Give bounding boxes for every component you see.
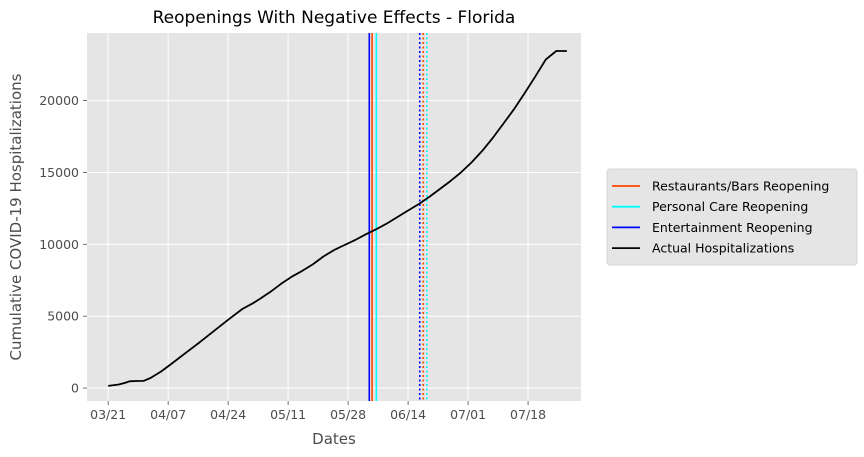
x-tick-label: 04/07: [150, 407, 186, 422]
y-axis-label: Cumulative COVID-19 Hospitalizations: [7, 73, 25, 360]
y-tick-label: 15000: [39, 165, 79, 180]
x-tick-label: 05/28: [330, 407, 366, 422]
y-tick-label: 10000: [39, 237, 79, 252]
x-tick-label: 06/14: [390, 407, 426, 422]
x-tick-label: 03/21: [90, 407, 126, 422]
y-tick-label: 0: [71, 381, 79, 396]
legend-label: Restaurants/Bars Reopening: [652, 179, 829, 194]
series-lines: [108, 50, 567, 387]
grid: [87, 33, 581, 401]
y-tick-label: 5000: [47, 309, 79, 324]
legend-box: [606, 168, 858, 266]
series-line: [108, 50, 567, 387]
legend-label: Entertainment Reopening: [652, 220, 813, 235]
legend-label: Actual Hospitalizations: [652, 241, 794, 256]
x-tick-label: 07/18: [510, 407, 546, 422]
x-tick-label: 07/01: [450, 407, 486, 422]
reopening-lines: [368, 33, 428, 401]
x-tick-label: 04/24: [210, 407, 246, 422]
legend: Restaurants/Bars Reopening Personal Care …: [606, 168, 858, 266]
legend-label: Personal Care Reopening: [652, 199, 808, 214]
x-tick-label: 05/11: [270, 407, 306, 422]
x-axis-label: Dates: [312, 430, 356, 448]
y-tick-label: 20000: [39, 93, 79, 108]
axis-ticks: 03/21 04/07 04/24 05/11 05/28 06/14 07/01 07/18…: [39, 93, 546, 422]
plot-background: [87, 33, 581, 401]
chart-title: Reopenings With Negative Effects - Flori…: [153, 8, 516, 28]
